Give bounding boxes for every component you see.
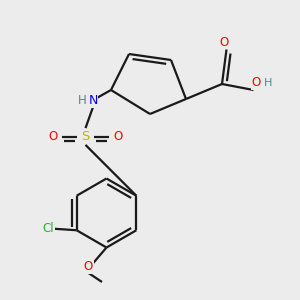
Text: O: O bbox=[49, 130, 58, 143]
Text: H: H bbox=[78, 94, 87, 107]
Text: O: O bbox=[219, 35, 228, 49]
Text: O: O bbox=[252, 76, 261, 89]
Text: N: N bbox=[88, 94, 98, 107]
Text: Cl: Cl bbox=[42, 222, 54, 235]
Text: O: O bbox=[113, 130, 122, 143]
Text: S: S bbox=[81, 130, 90, 143]
Text: O: O bbox=[84, 260, 93, 274]
Text: H: H bbox=[264, 78, 272, 88]
